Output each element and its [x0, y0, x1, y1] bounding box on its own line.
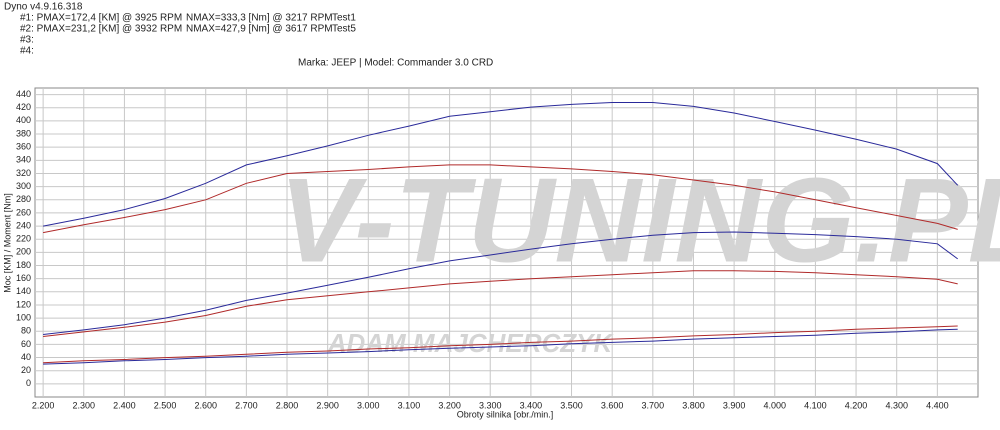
x-tick-label: 2.900 — [316, 400, 339, 410]
header-text: #1: PMAX=172,4 [KM] @ 3925 RPM — [20, 13, 182, 24]
header-text: #2: PMAX=231,2 [KM] @ 3932 RPM — [20, 24, 182, 35]
y-tick-label: 260 — [16, 207, 31, 217]
y-tick-label: 20 — [21, 365, 31, 375]
y-tick-label: 400 — [16, 115, 31, 125]
y-tick-label: 140 — [16, 286, 31, 296]
x-tick-label: 3.000 — [357, 400, 380, 410]
header-text: Test1 — [332, 13, 356, 24]
y-tick-label: 420 — [16, 102, 31, 112]
y-tick-label: 380 — [16, 128, 31, 138]
x-tick-label: 2.200 — [32, 400, 55, 410]
y-tick-label: 160 — [16, 273, 31, 283]
x-tick-label: 4.000 — [764, 400, 787, 410]
x-tick-label: 3.300 — [479, 400, 502, 410]
plot-frame — [34, 87, 979, 398]
chart-title: Marka: JEEP | Model: Commander 3.0 CRD — [298, 58, 493, 69]
y-tick-label: 340 — [16, 155, 31, 165]
x-tick-label: 4.200 — [845, 400, 868, 410]
y-tick-label: 240 — [16, 220, 31, 230]
header-text: NMAX=427,9 [Nm] @ 3617 RPM — [186, 24, 333, 35]
x-tick-label: 3.600 — [601, 400, 624, 410]
x-tick-label: 3.900 — [723, 400, 746, 410]
x-tick-label: 3.200 — [438, 400, 461, 410]
y-tick-label: 80 — [21, 326, 31, 336]
y-tick-label: 180 — [16, 260, 31, 270]
x-axis-label: Obroty silnika [obr./min.] — [457, 409, 554, 419]
y-axis-label: Moc [KM] / Moment [Nm] — [2, 193, 12, 293]
y-tick-label: 60 — [21, 339, 31, 349]
x-tick-label: 2.300 — [73, 400, 96, 410]
y-tick-label: 280 — [16, 194, 31, 204]
x-tick-label: 2.600 — [194, 400, 217, 410]
line-series — [43, 325, 958, 364]
header-text: #4: — [20, 46, 34, 57]
y-tick-label: 100 — [16, 312, 31, 322]
x-tick-label: 3.100 — [398, 400, 421, 410]
x-tick-label: 3.500 — [560, 400, 583, 410]
y-tick-label: 200 — [16, 247, 31, 257]
watermark: V-TUNING.PL — [279, 154, 1000, 288]
line-series — [43, 102, 959, 227]
line-series — [43, 231, 958, 335]
y-tick-label: 120 — [16, 299, 31, 309]
line-series — [43, 270, 958, 337]
y-tick-label: 40 — [21, 352, 31, 362]
x-tick-label: 2.400 — [113, 400, 136, 410]
y-tick-label: 0 — [26, 378, 31, 388]
x-tick-label: 3.700 — [642, 400, 665, 410]
x-tick-label: 3.800 — [682, 400, 705, 410]
y-tick-label: 320 — [16, 168, 31, 178]
y-tick-label: 300 — [16, 181, 31, 191]
x-tick-label: 4.400 — [926, 400, 949, 410]
x-tick-label: 4.300 — [885, 400, 908, 410]
x-tick-label: 2.700 — [235, 400, 258, 410]
watermark: ADAM MAJCHERCZYK — [327, 328, 615, 358]
x-tick-label: 2.800 — [276, 400, 299, 410]
header-text: NMAX=333,3 [Nm] @ 3217 RPM — [186, 13, 333, 24]
header-text: Test5 — [332, 24, 356, 35]
y-tick-label: 220 — [16, 234, 31, 244]
x-tick-label: 3.400 — [520, 400, 543, 410]
header-text: Dyno v4.9.16.318 — [4, 2, 83, 13]
x-tick-label: 2.500 — [154, 400, 177, 410]
line-series — [43, 164, 958, 234]
y-tick-label: 360 — [16, 142, 31, 152]
y-tick-label: 440 — [16, 89, 31, 99]
header-text: #3: — [20, 35, 34, 46]
line-series — [43, 328, 958, 365]
x-tick-label: 4.100 — [804, 400, 827, 410]
